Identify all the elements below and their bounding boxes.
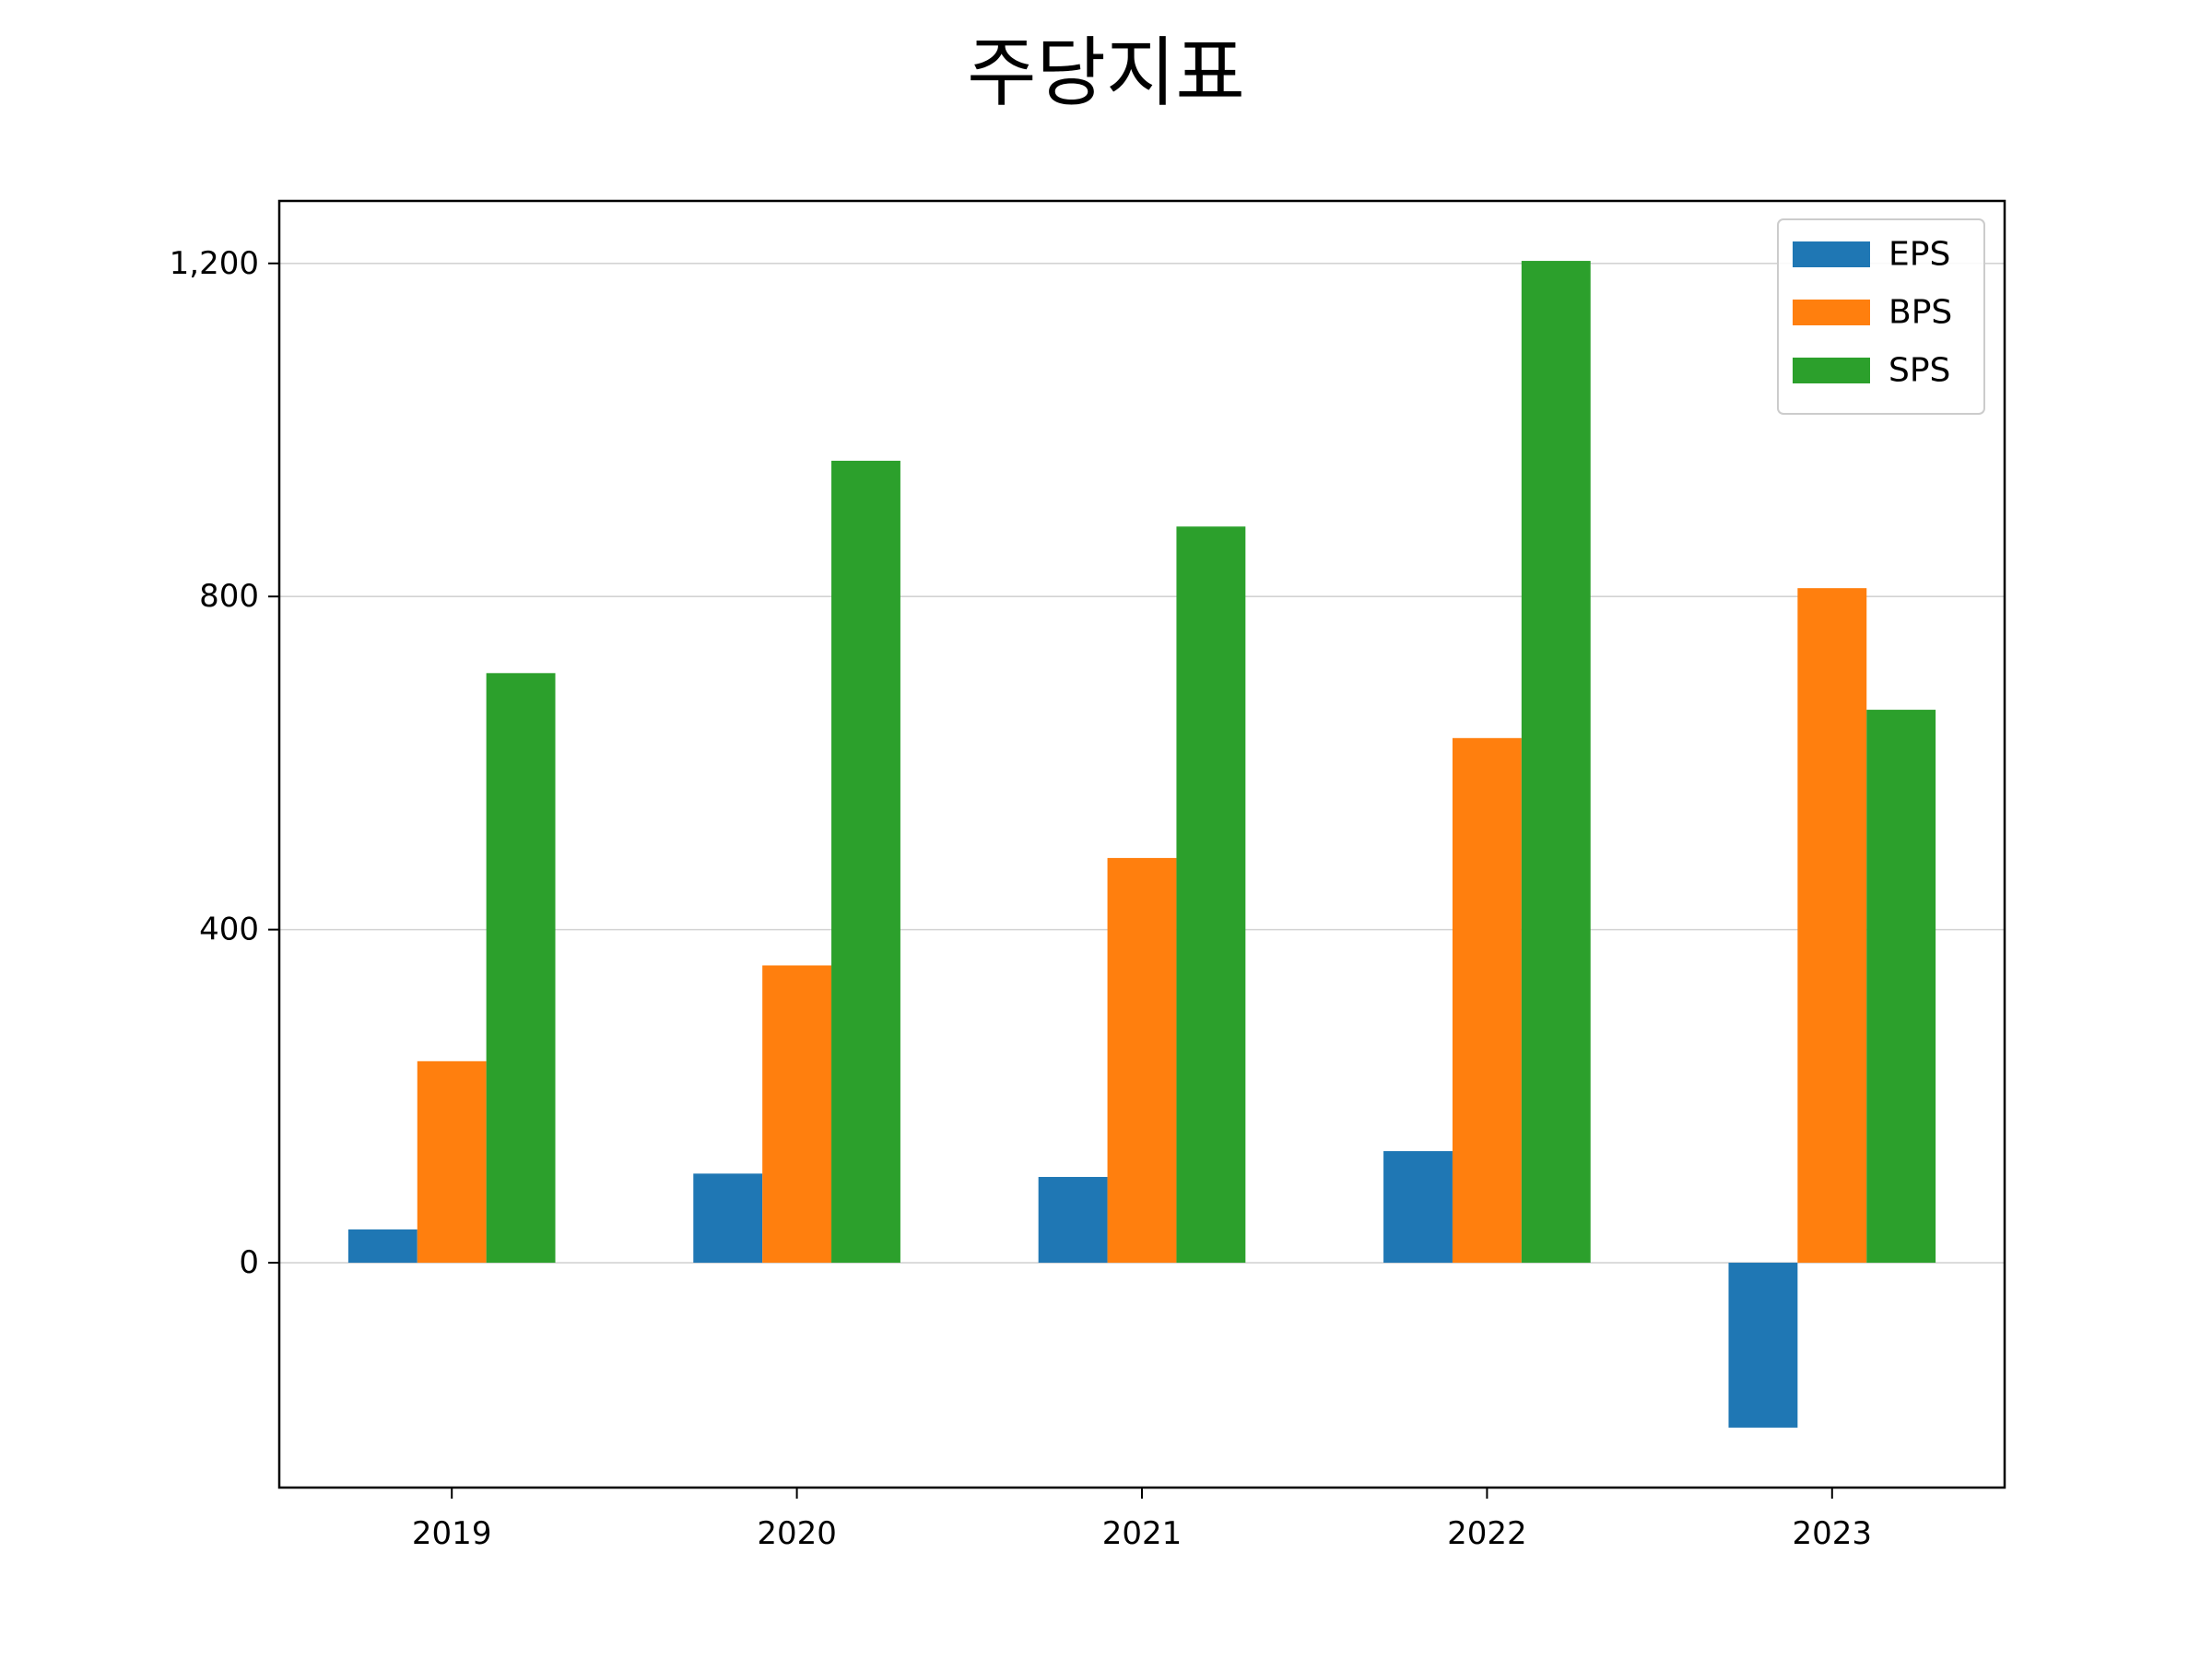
bar-bps-2023 (1797, 588, 1867, 1264)
bar-bps-2022 (1452, 737, 1522, 1264)
bar-sps-2019 (486, 673, 556, 1264)
bar-sps-2022 (1521, 261, 1591, 1264)
chart-title: 주당지표 (967, 29, 1245, 117)
legend-label-sps: SPS (1888, 352, 1950, 390)
legend-label-eps: EPS (1888, 236, 1950, 274)
legend-swatch-bps (1793, 300, 1870, 325)
bar-sps-2023 (1866, 710, 1936, 1264)
x-tick-label: 2023 (1793, 1515, 1873, 1552)
legend-layer: EPS BPS SPS (1777, 218, 1985, 415)
legend-label-bps: BPS (1888, 294, 1952, 332)
y-tick-label: 0 (239, 1244, 259, 1281)
y-tick-label: 1,200 (170, 245, 259, 282)
bar-bps-2019 (417, 1061, 487, 1264)
bar-sps-2021 (1176, 526, 1246, 1264)
x-tick-label: 2022 (1447, 1515, 1527, 1552)
y-tick-label: 800 (199, 578, 259, 615)
x-tick-label: 2021 (1102, 1515, 1182, 1552)
legend-swatch-eps (1793, 241, 1870, 267)
bars-layer (347, 261, 1936, 1428)
bar-eps-2021 (1038, 1176, 1108, 1264)
bar-eps-2020 (693, 1173, 763, 1264)
bar-eps-2022 (1383, 1150, 1453, 1264)
y-tick-label: 400 (199, 912, 259, 948)
bar-eps-2019 (347, 1229, 418, 1264)
bar-eps-2023 (1728, 1263, 1798, 1428)
bar-bps-2020 (762, 965, 832, 1264)
x-tick-label: 2020 (757, 1515, 837, 1552)
x-tick-label: 2019 (412, 1515, 492, 1552)
bar-sps-2020 (831, 460, 900, 1264)
legend-swatch-sps (1793, 358, 1870, 383)
axes-layer: 0 400 800 1,200 2019 2020 2021 2022 2023 (170, 245, 1872, 1552)
bar-bps-2021 (1107, 857, 1177, 1264)
